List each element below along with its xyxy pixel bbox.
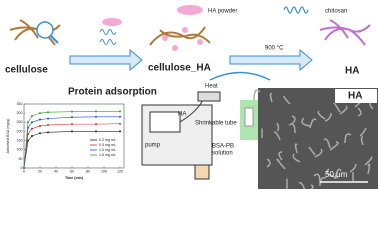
- label: Protein adsorption: [68, 87, 157, 98]
- y-tick-label: 150: [17, 139, 23, 143]
- y-tick-label: 350: [17, 102, 23, 106]
- point: [47, 117, 49, 120]
- ha-powder-icon: [177, 5, 203, 15]
- point: [119, 130, 121, 133]
- curved-arrow: [209, 71, 271, 81]
- point: [39, 112, 41, 115]
- figure: cellulose HA powder chitosan cellulose_H…: [5, 5, 378, 189]
- point: [95, 110, 97, 113]
- label: HA: [348, 91, 362, 102]
- magnifier: [36, 21, 54, 39]
- chitosan-icon: [283, 6, 309, 14]
- point: [71, 130, 73, 133]
- arrow: [229, 48, 313, 72]
- page: {"top":{"ha_powder":"HA powder","chitosa…: [5, 5, 378, 189]
- point: [119, 110, 121, 113]
- label: HA powder: [208, 9, 237, 15]
- series-line: [23, 131, 120, 169]
- x-tick-label: 80: [86, 169, 90, 173]
- point: [39, 132, 41, 135]
- series-line: [23, 111, 120, 169]
- legend-label: 0.2 mg mL: [99, 138, 116, 142]
- label: HA: [178, 112, 186, 118]
- point: [39, 118, 41, 121]
- plot-frame: [23, 103, 125, 169]
- label: Heat: [205, 84, 218, 90]
- point: [71, 110, 73, 113]
- point: [27, 121, 29, 124]
- point: [95, 123, 97, 126]
- label: solution: [212, 151, 233, 157]
- point: [71, 116, 73, 119]
- pump-head: [149, 111, 181, 133]
- point: [47, 111, 49, 114]
- label: 900 °C: [265, 46, 284, 52]
- x-axis-label: Time (min): [65, 176, 84, 180]
- x-tick-label: 100: [101, 169, 107, 173]
- mixing-icons: [99, 18, 122, 45]
- point: [95, 115, 97, 118]
- point: [39, 124, 41, 127]
- point: [47, 124, 49, 127]
- point: [119, 122, 121, 125]
- legend-label: 1.5 mg mL: [99, 153, 116, 157]
- point: [31, 135, 33, 137]
- x-tick-label: 0: [23, 169, 25, 173]
- x-tick-label: 20: [38, 169, 42, 173]
- scale-label: 50 μm: [325, 170, 348, 179]
- y-tick-label: 200: [17, 129, 23, 133]
- arrow: [69, 48, 143, 72]
- series-line: [23, 116, 120, 169]
- ha-particles: [162, 27, 203, 51]
- ha-icon: [319, 19, 371, 46]
- point: [71, 123, 73, 126]
- legend-label: 1.0 mg mL: [99, 148, 116, 152]
- point: [23, 167, 25, 169]
- label: HA: [345, 66, 359, 77]
- shrinkable-tube-icon: [197, 91, 221, 102]
- point: [31, 127, 33, 130]
- legend-label: 0.5 mg mL: [99, 143, 116, 147]
- y-tick-label: 300: [17, 111, 23, 115]
- point: [119, 115, 121, 118]
- label: pump: [145, 143, 161, 149]
- x-tick-label: 120: [117, 169, 123, 173]
- x-tick-label: 40: [54, 169, 58, 173]
- series-line: [23, 123, 121, 169]
- label: BSA-PB: [212, 144, 234, 150]
- sem-texture: [253, 89, 374, 189]
- x-tick-label: 60: [70, 169, 74, 173]
- sem-label-box: [335, 89, 377, 103]
- cellulose-ha-icon: [149, 26, 211, 46]
- magnifier-handle: [50, 35, 59, 44]
- point: [47, 131, 49, 134]
- point: [31, 121, 33, 124]
- photo-sample: [244, 107, 254, 127]
- y-tick-label: 250: [17, 120, 23, 124]
- y-tick-label: 100: [17, 148, 23, 152]
- y-axis-label: Absorbed BSA (mg/g): [6, 119, 10, 154]
- label: chitosan: [325, 9, 347, 15]
- y-tick-label: 50: [19, 157, 23, 161]
- label: cellulose_HA: [148, 63, 211, 74]
- label: cellulose: [5, 65, 48, 76]
- point: [31, 114, 33, 117]
- label: Shrinkable tube: [195, 121, 237, 127]
- y-tick-label: 0: [21, 166, 23, 170]
- point: [95, 130, 97, 133]
- beaker: [194, 164, 210, 180]
